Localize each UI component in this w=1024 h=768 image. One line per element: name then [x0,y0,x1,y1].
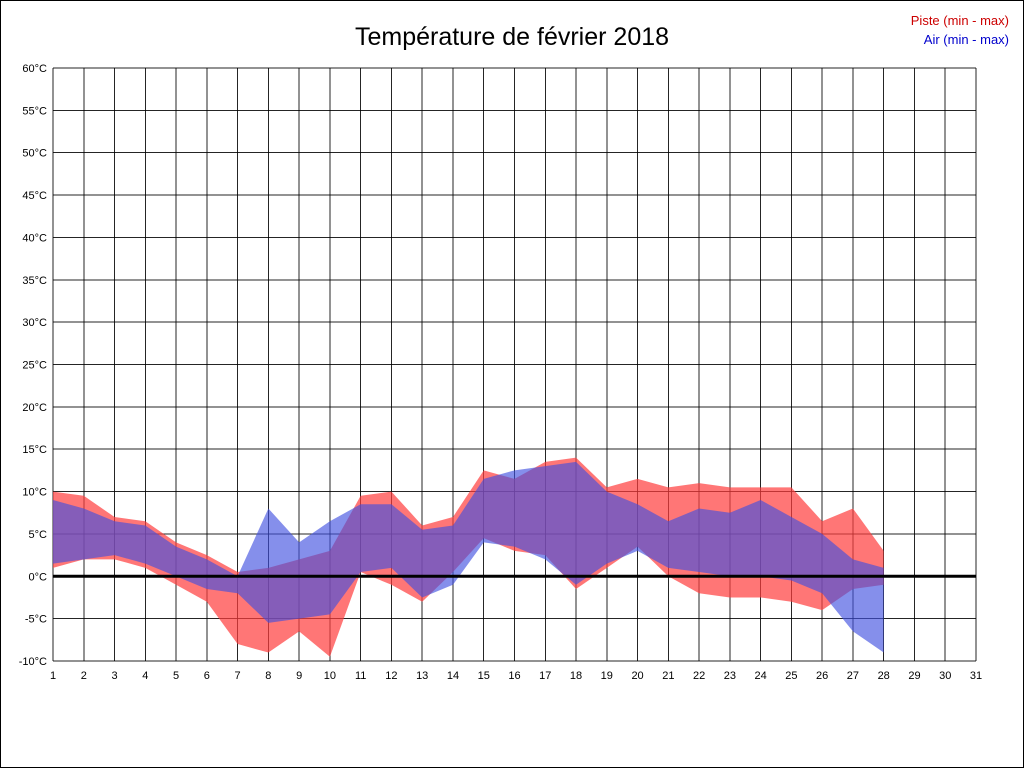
legend-air: Air (min - max) [923,32,1009,47]
x-tick-label: 6 [204,670,210,682]
y-tick-label: 15°C [22,444,47,456]
x-tick-label: 11 [355,670,366,682]
y-tick-label: 35°C [22,275,47,287]
x-tick-label: 15 [478,670,490,682]
y-tick-label: 50°C [22,148,47,160]
y-tick-label: -10°C [19,656,47,668]
y-tick-label: 55°C [22,105,47,117]
y-tick-label: 0°C [29,571,48,583]
x-tick-label: 26 [816,670,828,682]
x-tick-label: 28 [878,670,890,682]
x-tick-label: 12 [385,670,397,682]
x-tick-label: 31 [970,670,982,682]
band-air [53,461,884,653]
x-tick-label: 19 [601,670,613,682]
x-tick-label: 5 [173,670,179,682]
x-tick-label: 27 [847,670,859,682]
x-tick-label: 24 [755,670,767,682]
x-tick-label: 20 [631,670,643,682]
x-tick-label: 17 [539,670,551,682]
y-tick-label: 60°C [22,63,47,75]
y-tick-label: 30°C [22,317,47,329]
x-tick-label: 8 [265,670,271,682]
y-tick-label: 40°C [22,232,47,244]
x-tick-label: 14 [447,670,459,682]
x-tick-label: 10 [324,670,336,682]
x-tick-label: 13 [416,670,428,682]
x-tick-label: 29 [908,670,920,682]
x-tick-label: 25 [785,670,797,682]
y-tick-label: 20°C [22,402,47,414]
x-tick-label: 4 [142,670,148,682]
legend-piste: Piste (min - max) [910,13,1009,28]
x-tick-label: 7 [235,670,241,682]
x-tick-label: 2 [81,670,87,682]
y-tick-label: 5°C [29,529,48,541]
x-tick-label: 9 [296,670,302,682]
y-tick-label: 10°C [22,487,47,499]
x-tick-label: 3 [111,670,117,682]
x-tick-label: 18 [570,670,582,682]
legend: Piste (min - max) Air (min - max) [911,11,1009,49]
x-tick-label: 21 [662,670,674,682]
chart-title: Température de février 2018 [354,23,670,51]
x-tick-label: 1 [50,670,56,682]
x-tick-label: 16 [508,670,520,682]
y-tick-label: 45°C [22,190,47,202]
x-tick-label: 23 [724,670,736,682]
y-tick-label: 25°C [22,360,47,372]
y-tick-label: -5°C [25,614,47,626]
x-tick-label: 22 [693,670,705,682]
x-tick-label: 30 [939,670,951,682]
